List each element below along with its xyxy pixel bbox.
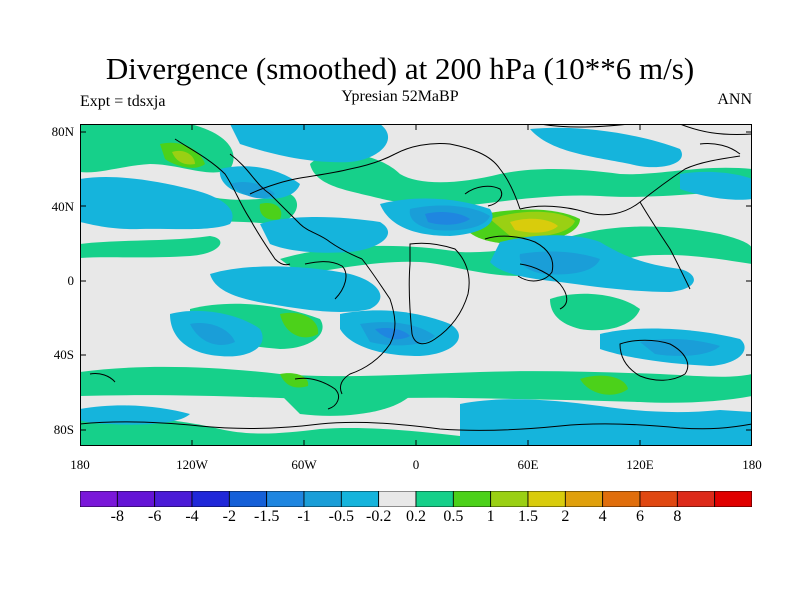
- y-tick-80s: 80S: [53, 422, 74, 437]
- colorbar-swatch: [714, 491, 752, 507]
- colorbar-swatch: [303, 491, 342, 507]
- y-tick-80n: 80N: [51, 124, 74, 139]
- colorbar-label: -2: [222, 508, 236, 525]
- colorbar: [80, 491, 752, 507]
- x-tick-180w: 180: [70, 457, 90, 472]
- colorbar-swatch: [340, 491, 380, 507]
- colorbar-swatch: [228, 491, 268, 507]
- colorbar-label: 6: [636, 508, 644, 525]
- colorbar-swatch: [191, 491, 230, 507]
- experiment-label: Expt = tdsxja: [80, 93, 166, 110]
- negative-divergence-regions: [80, 124, 752, 446]
- colorbar-swatch: [639, 491, 678, 507]
- colorbar-swatch: [676, 491, 716, 507]
- colorbar-label: -0.2: [365, 508, 392, 525]
- divergence-map: [80, 124, 752, 446]
- positive-divergence-regions: [80, 124, 752, 446]
- x-tick-120w: 120W: [176, 457, 208, 472]
- colorbar-swatch: [266, 491, 305, 507]
- coastlines: [80, 124, 752, 431]
- colorbar-swatch: [602, 491, 641, 507]
- colorbar-label: -0.5: [328, 508, 354, 525]
- colorbar-swatch: [452, 491, 492, 507]
- plot-title: Divergence (smoothed) at 200 hPa (10**6 …: [105, 51, 695, 86]
- season-label: ANN: [717, 91, 752, 108]
- x-tick-0: 0: [412, 457, 420, 472]
- plot-subtitle: Ypresian 52MaBP: [341, 88, 459, 105]
- map-ticks: [80, 124, 752, 446]
- negative-0-5-regions: [190, 182, 720, 356]
- colorbar-label: 8: [673, 508, 682, 525]
- colorbar-label: -4: [185, 508, 199, 525]
- colorbar-swatch: [80, 491, 118, 507]
- positive-1-5-regions: [510, 218, 558, 233]
- x-tick-60e: 60E: [517, 457, 539, 472]
- colorbar-label: 0.2: [406, 508, 426, 525]
- y-tick-0: 0: [67, 273, 75, 288]
- colorbar-swatch: [564, 491, 604, 507]
- colorbar-label: -8: [110, 508, 124, 525]
- colorbar-swatch: [154, 491, 193, 507]
- x-tick-120e: 120E: [626, 457, 654, 472]
- colorbar-label: 1.5: [518, 508, 538, 525]
- y-tick-40s: 40S: [53, 347, 74, 362]
- colorbar-label: 2: [561, 508, 570, 525]
- negative-1-regions: [375, 211, 470, 340]
- colorbar-label: 0.5: [443, 508, 464, 525]
- x-tick-60w: 60W: [291, 457, 317, 472]
- x-tick-180e: 180: [742, 457, 762, 472]
- colorbar-label: 4: [598, 508, 607, 525]
- colorbar-label: 1: [486, 508, 495, 525]
- colorbar-swatch: [116, 491, 156, 507]
- colorbar-label: -1.5: [253, 508, 280, 525]
- colorbar-swatch: [415, 491, 454, 507]
- colorbar-swatch: [378, 491, 417, 507]
- colorbar-swatch: [490, 491, 529, 507]
- colorbar-label: -6: [147, 508, 162, 525]
- colorbar-swatch: [527, 491, 566, 507]
- colorbar-label: -1: [297, 508, 311, 525]
- y-tick-40n: 40N: [51, 199, 74, 214]
